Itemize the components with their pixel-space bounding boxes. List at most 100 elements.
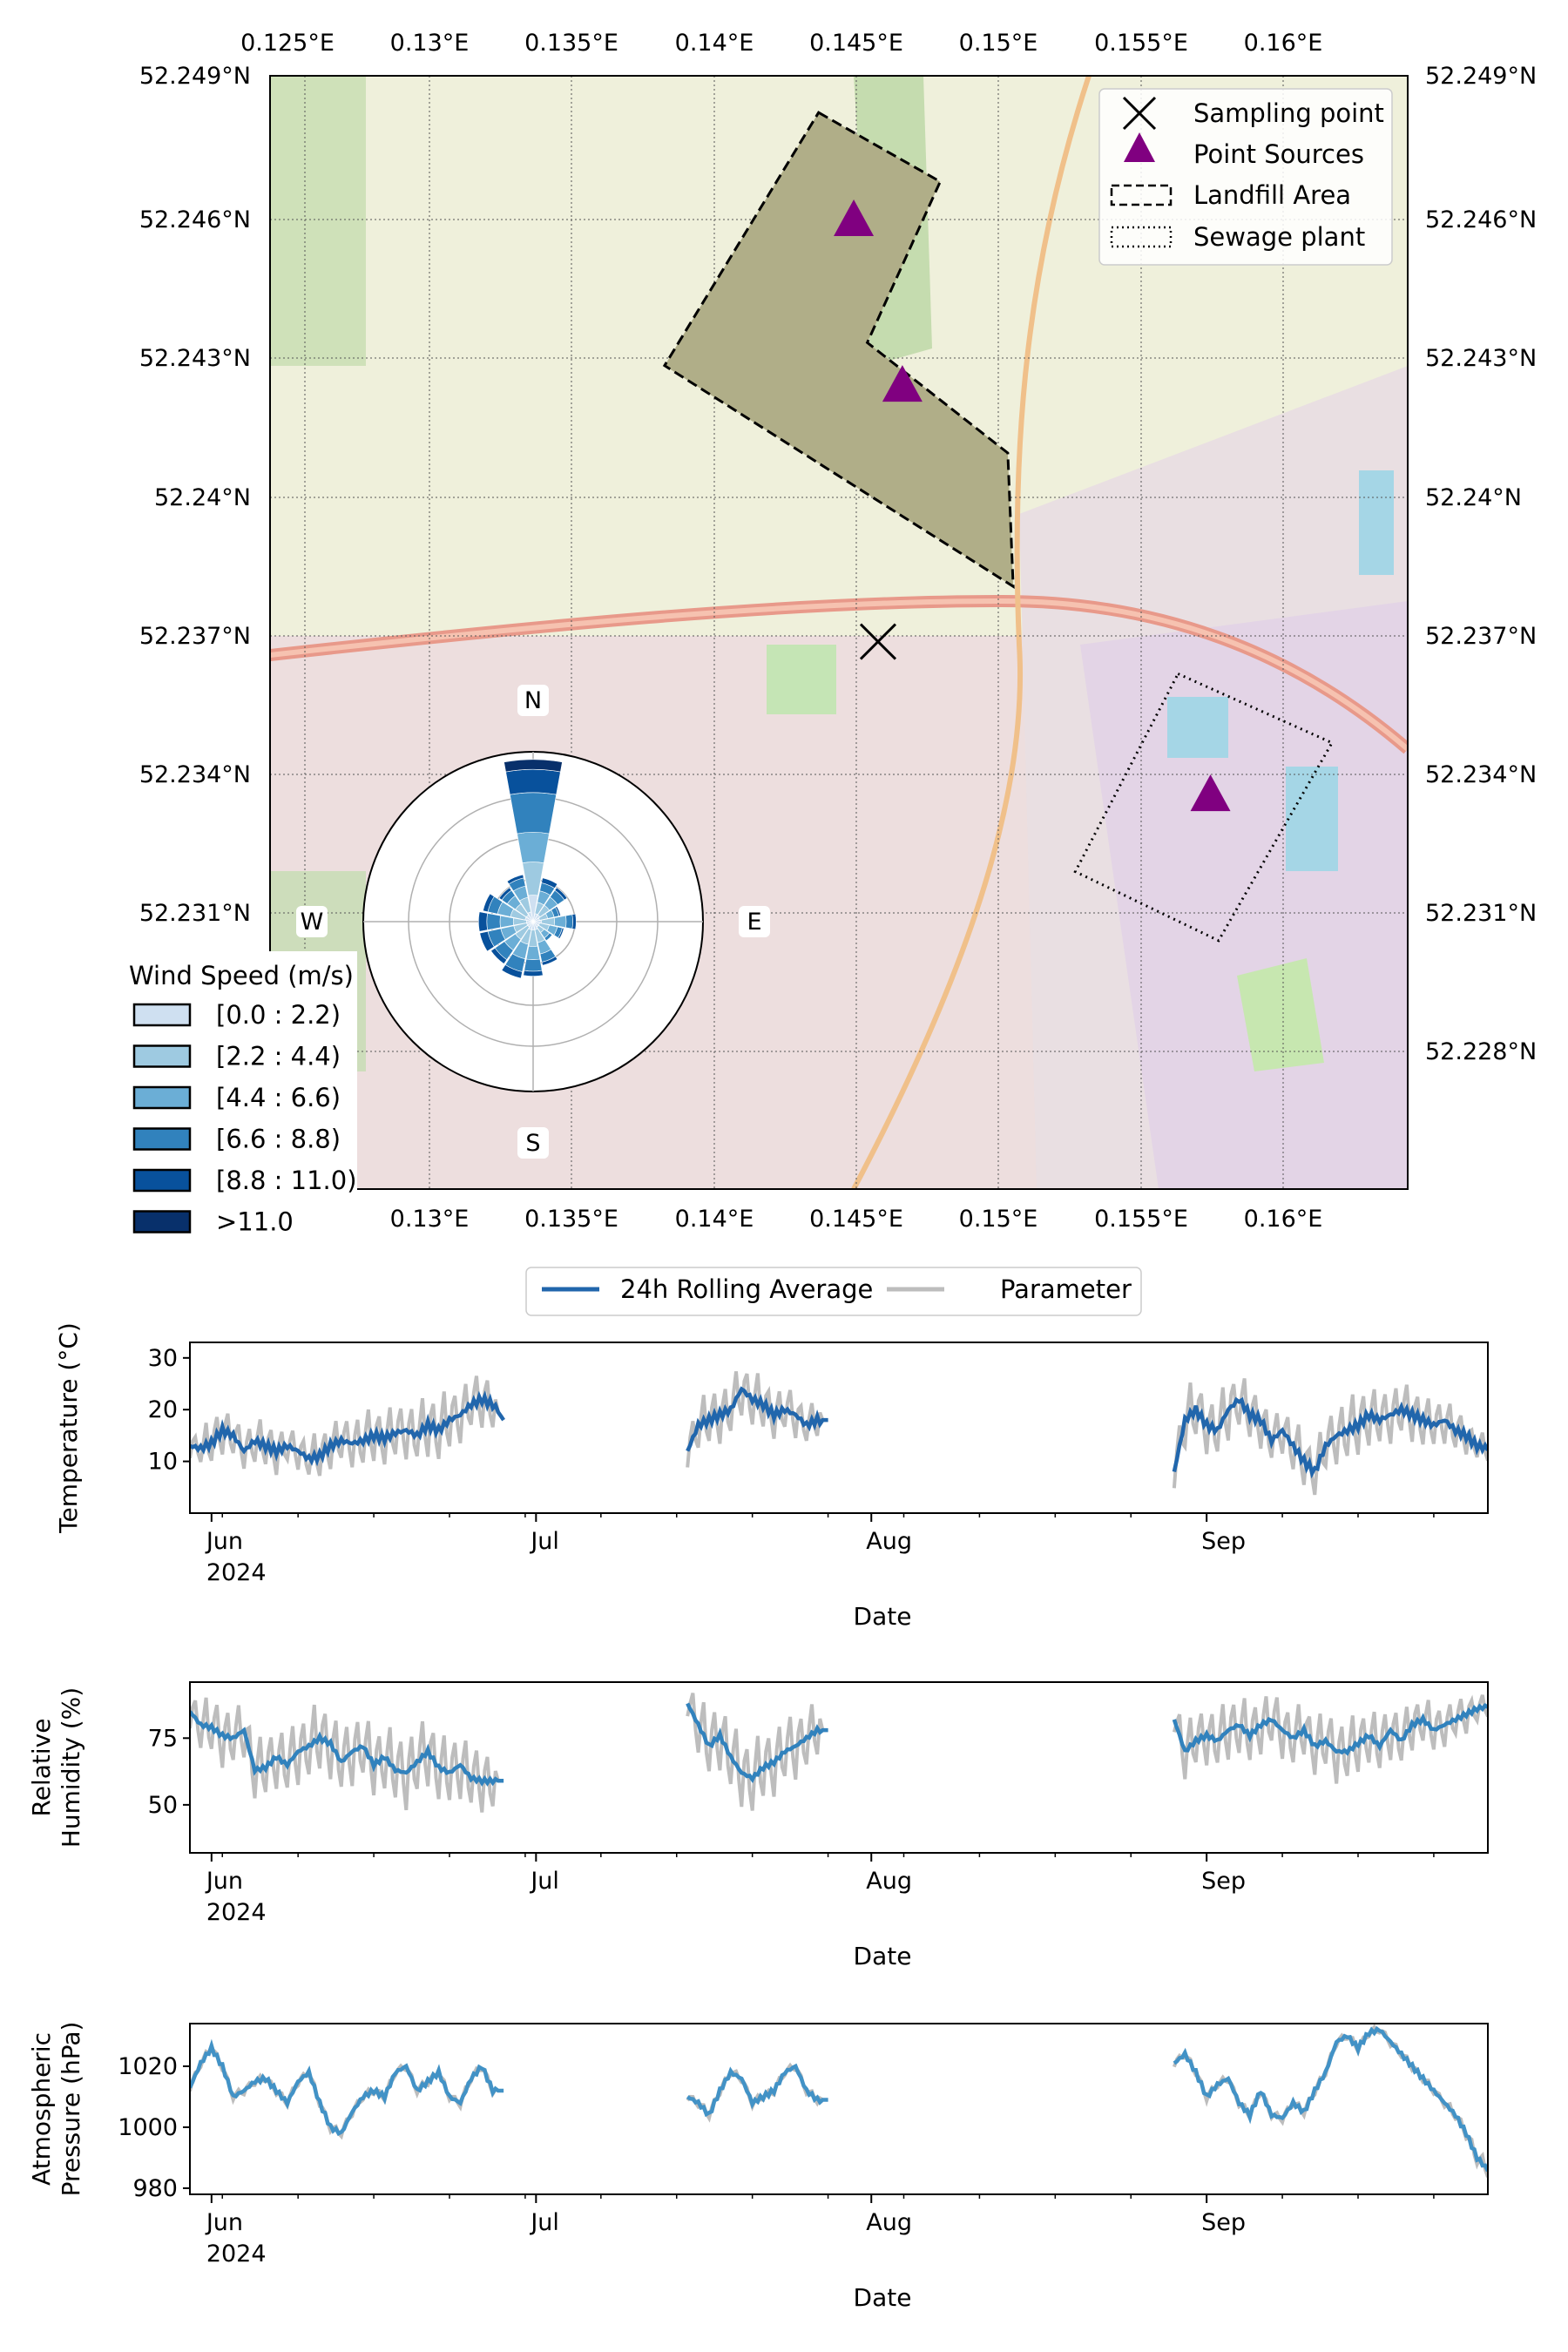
wind-speed-legend-swatch	[132, 1085, 192, 1110]
timeseries-axes-frame	[189, 1342, 1489, 1514]
wind-rose-bar	[483, 893, 495, 913]
wind-rose-bars	[478, 759, 577, 979]
legend-point-source-marker	[1124, 132, 1155, 162]
x-tick-label: Sep	[1201, 1528, 1246, 1555]
wind-speed-legend-swatch	[132, 1127, 192, 1151]
wind-rose-bar	[501, 964, 523, 979]
landfill-area-polygon	[662, 111, 1015, 589]
map-industrial-area	[1080, 601, 1408, 1189]
map-water	[1359, 470, 1394, 575]
y-axis-label: Temperature (°C)	[54, 1322, 83, 1534]
y-tick-label: 30	[148, 1345, 178, 1372]
map-lon-ticks-bottom: 0.13°E 0.135°E 0.14°E 0.145°E 0.15°E 0.1…	[390, 1206, 1323, 1233]
map-legend-box	[1098, 88, 1393, 266]
wind-dir-w: W	[301, 909, 324, 936]
wind-speed-legend-label: [0.0 : 2.2)	[216, 1000, 341, 1030]
wind-rose-bar	[490, 947, 508, 964]
y-tick-label: 980	[132, 2175, 178, 2202]
sampling-point-marker	[859, 623, 897, 660]
map-legend: Sampling point Point Sources Landfill Ar…	[1098, 88, 1393, 266]
timeseries-plot-area	[190, 1693, 1488, 1813]
lon-tick-label: 0.16°E	[1244, 30, 1323, 57]
timeseries-panel: 980 1000 1020 Jun 2024 Jul Aug Sep Date Atmospher…	[27, 2022, 1489, 2312]
y-tick-label: 10	[148, 1449, 178, 1476]
lon-tick-label: 0.14°E	[675, 1206, 754, 1233]
timeseries-plot-area	[190, 2024, 1488, 2178]
legend-rolling-label: 24h Rolling Average	[620, 1274, 873, 1304]
wind-dir-s: S	[525, 1130, 540, 1157]
lon-tick-label: 0.135°E	[524, 1206, 618, 1233]
wind-rose-bar	[479, 930, 495, 952]
lat-tick-label: 52.228°N	[1425, 1038, 1537, 1065]
lon-tick-label: 0.14°E	[675, 30, 754, 57]
lat-tick-label: 52.237°N	[1425, 623, 1537, 650]
rolling-average-line	[1172, 1396, 1488, 1479]
wind-rose-bar	[558, 927, 564, 939]
wind-rose-bar	[565, 914, 573, 929]
wind-rose-bar	[524, 958, 543, 972]
lon-tick-label: 0.15°E	[959, 30, 1038, 57]
wind-rose-bar	[544, 932, 553, 942]
map-park	[1237, 958, 1324, 1071]
x-tick-label: Jul	[529, 2209, 559, 2236]
y-axis-label: Atmospheric	[27, 2032, 56, 2186]
map-park	[767, 645, 836, 714]
wind-rose-bar	[555, 906, 561, 916]
timeseries-axes-frame	[189, 1681, 1489, 1854]
x-tick-label: Sep	[1201, 1868, 1246, 1895]
parameter-line	[1172, 1378, 1488, 1496]
rolling-average-line	[686, 1702, 828, 1784]
map-water	[1286, 767, 1338, 871]
map-lon-ticks-top: 0.125°E 0.13°E 0.135°E 0.14°E 0.145°E 0.…	[240, 30, 1322, 57]
wind-rose-bar	[504, 759, 563, 773]
y-tick-label: 20	[148, 1396, 178, 1423]
lat-tick-label: 52.246°N	[1425, 206, 1537, 233]
x-axis-label: Date	[854, 1602, 912, 1631]
x-tick-label: Jul	[529, 1528, 559, 1555]
wind-dir-label-bg	[517, 685, 549, 716]
y-tick-label: 50	[148, 1792, 178, 1819]
parameter-line	[686, 1693, 828, 1811]
x-tick-label: 2024	[206, 1559, 267, 1586]
y-tick-label: 1020	[118, 2053, 178, 2080]
legend-sampling-point-marker	[1122, 96, 1157, 131]
wind-rose-bar	[505, 768, 561, 795]
wind-rose-bar	[525, 945, 541, 961]
lat-tick-label: 52.246°N	[139, 206, 251, 233]
lon-tick-label: 0.15°E	[959, 1206, 1038, 1233]
sewage-plant-polygon	[1073, 672, 1335, 943]
legend-landfill-label: Landfill Area	[1193, 180, 1351, 210]
wind-rose: N E S W	[296, 685, 770, 1159]
x-tick-label: Aug	[866, 2209, 912, 2236]
legend-parameter-label: Parameter	[1000, 1274, 1132, 1304]
legend-sampling-point-label: Sampling point	[1193, 98, 1384, 128]
point-source-marker	[1190, 774, 1231, 812]
wind-rose-bar	[523, 970, 544, 977]
lon-tick-label: 0.145°E	[809, 1206, 903, 1233]
x-tick-label: Jun	[205, 1528, 243, 1555]
y-axis-label: Humidity (%)	[57, 1687, 85, 1848]
x-tick-label: Sep	[1201, 2209, 1246, 2236]
wind-speed-legend-swatch	[132, 1044, 192, 1068]
parameter-line	[190, 1375, 505, 1477]
wind-rose-bar	[478, 911, 489, 932]
wind-rose-bar	[486, 913, 501, 930]
lat-tick-label: 52.24°N	[1425, 484, 1522, 511]
lat-tick-label: 52.249°N	[1425, 63, 1537, 90]
timeseries-axes-frame	[189, 2023, 1489, 2195]
lon-tick-label: 0.16°E	[1244, 1206, 1323, 1233]
lat-tick-label: 52.249°N	[139, 63, 251, 90]
lon-tick-label: 0.155°E	[1094, 30, 1188, 57]
x-tick-label: Aug	[866, 1528, 912, 1555]
wind-dir-label-bg	[296, 906, 328, 937]
wind-dir-n: N	[524, 687, 542, 714]
parameter-line	[1173, 2024, 1488, 2178]
x-axis-label: Date	[854, 1942, 912, 1970]
map-features	[662, 111, 1335, 943]
lon-tick-label: 0.155°E	[1094, 1206, 1188, 1233]
wind-speed-legend-label: >11.0	[216, 1207, 294, 1237]
y-axis-label: Pressure (hPa)	[57, 2022, 85, 2197]
wind-dir-label-bg	[517, 1127, 549, 1159]
timeseries-plot-area	[190, 1371, 1488, 1496]
